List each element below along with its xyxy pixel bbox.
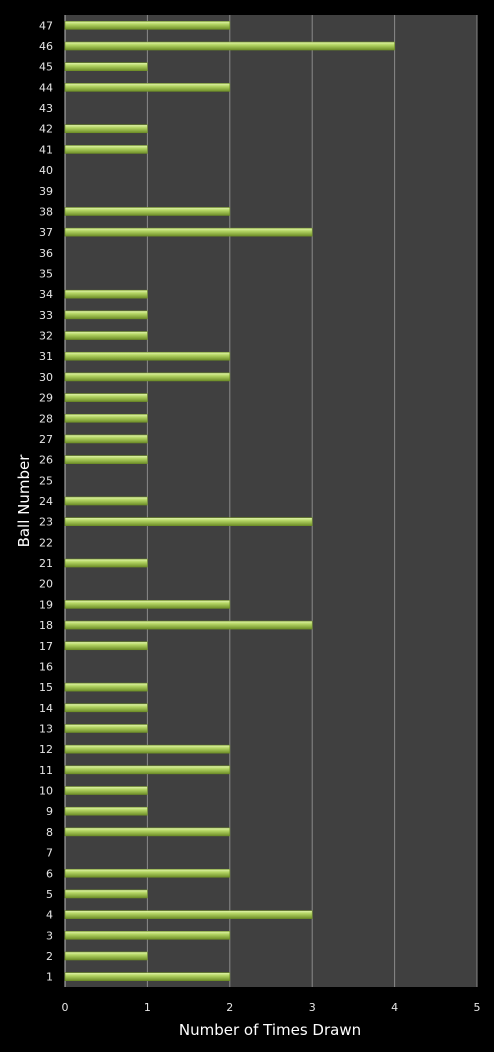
bar-47 (64, 21, 231, 30)
x-axis-title: Number of Times Drawn (179, 1021, 361, 1039)
y-tick-label: 12 (39, 743, 53, 756)
bar-2 (64, 951, 148, 961)
y-tick-label: 18 (39, 619, 53, 632)
bar-11 (64, 765, 231, 775)
bar-32 (64, 331, 148, 340)
y-tick-label: 22 (39, 536, 53, 549)
y-tick-label: 39 (39, 185, 53, 198)
bar-33 (64, 310, 148, 320)
y-tick-label: 33 (39, 309, 53, 322)
y-tick-label: 31 (39, 350, 53, 363)
bars (64, 21, 395, 981)
bar-34 (64, 289, 148, 299)
bar-12 (64, 744, 231, 754)
y-tick-label: 25 (39, 474, 53, 487)
y-tick-label: 46 (39, 40, 53, 53)
y-tick-label: 16 (39, 660, 53, 673)
bar-6 (64, 868, 231, 878)
y-tick-label: 35 (39, 268, 53, 281)
y-tick-label: 40 (39, 164, 53, 177)
x-tick-label: 0 (62, 1001, 69, 1014)
y-tick-label: 26 (39, 454, 53, 467)
y-tick-label: 32 (39, 330, 53, 343)
bar-3 (64, 930, 231, 940)
y-tick-label: 10 (39, 785, 53, 798)
y-tick-label: 36 (39, 247, 53, 260)
y-tick-label: 30 (39, 371, 53, 384)
y-tick-label: 28 (39, 412, 53, 425)
y-axis-title: Ball Number (15, 454, 33, 548)
y-tick-label: 15 (39, 681, 53, 694)
y-tick-label: 38 (39, 205, 53, 218)
y-tick-label: 23 (39, 516, 53, 529)
bar-13 (64, 724, 148, 733)
y-axis-tick-labels: 1234567891011121314151617181920212223242… (39, 19, 53, 983)
bar-10 (64, 786, 148, 795)
bar-45 (64, 62, 148, 72)
bar-15 (64, 682, 148, 692)
bar-46 (64, 41, 395, 51)
bar-29 (64, 393, 148, 402)
x-tick-label: 5 (474, 1001, 481, 1014)
bar-9 (64, 806, 148, 816)
y-tick-label: 21 (39, 557, 53, 570)
y-tick-label: 1 (46, 971, 53, 984)
y-tick-label: 43 (39, 102, 53, 115)
x-tick-label: 1 (144, 1001, 151, 1014)
y-tick-label: 13 (39, 722, 53, 735)
y-tick-label: 4 (46, 909, 53, 922)
y-tick-label: 8 (46, 826, 53, 839)
y-tick-label: 5 (46, 888, 53, 901)
bar-8 (64, 827, 231, 837)
y-tick-label: 45 (39, 61, 53, 74)
bar-1 (64, 972, 231, 981)
bar-44 (64, 83, 231, 92)
bar-31 (64, 351, 231, 361)
bar-28 (64, 413, 148, 423)
bar-14 (64, 703, 148, 713)
bar-41 (64, 145, 148, 154)
y-tick-label: 19 (39, 598, 53, 611)
bar-26 (64, 455, 148, 464)
y-tick-label: 6 (46, 867, 53, 880)
y-tick-label: 44 (39, 81, 53, 94)
bar-4 (64, 910, 313, 919)
y-tick-label: 42 (39, 123, 53, 136)
x-tick-label: 3 (309, 1001, 316, 1014)
y-tick-label: 14 (39, 702, 53, 715)
y-tick-label: 41 (39, 143, 53, 156)
y-tick-label: 3 (46, 929, 53, 942)
y-tick-label: 2 (46, 950, 53, 963)
y-tick-label: 24 (39, 495, 53, 508)
y-tick-label: 20 (39, 578, 53, 591)
y-tick-label: 17 (39, 640, 53, 653)
y-tick-label: 11 (39, 764, 53, 777)
x-axis-tick-labels: 0 1 2 3 4 5 (62, 1001, 481, 1014)
bar-27 (64, 434, 148, 444)
y-tick-label: 7 (46, 847, 53, 860)
bar-23 (64, 517, 313, 526)
bar-24 (64, 496, 148, 506)
bar-30 (64, 372, 231, 382)
bar-21 (64, 558, 148, 568)
y-tick-label: 37 (39, 226, 53, 239)
y-tick-label: 9 (46, 805, 53, 818)
x-tick-label: 2 (226, 1001, 233, 1014)
y-tick-label: 29 (39, 392, 53, 405)
x-tick-label: 4 (391, 1001, 398, 1014)
bar-18 (64, 620, 313, 630)
y-tick-label: 47 (39, 19, 53, 32)
y-tick-label: 34 (39, 288, 53, 301)
bar-42 (64, 124, 148, 134)
bar-37 (64, 227, 313, 237)
bar-5 (64, 889, 148, 899)
bar-19 (64, 600, 231, 609)
bar-17 (64, 641, 148, 651)
y-tick-label: 27 (39, 433, 53, 446)
bar-38 (64, 207, 231, 216)
